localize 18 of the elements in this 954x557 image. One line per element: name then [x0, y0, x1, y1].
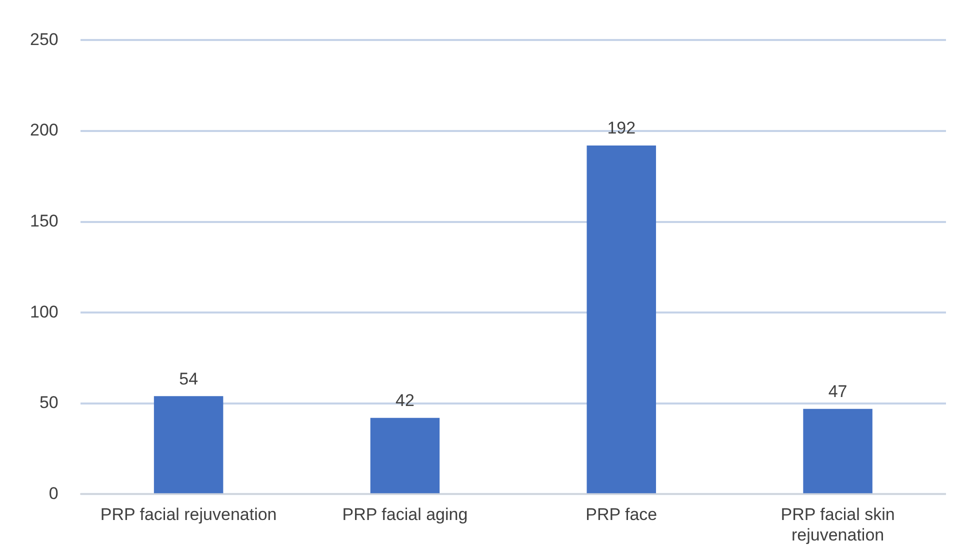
data-label: 47	[828, 382, 848, 402]
data-label: 54	[179, 369, 198, 388]
bar	[370, 418, 440, 494]
x-tick-label: PRP facial skin rejuvenation	[780, 505, 895, 544]
x-tick-label: PRP facial rejuvenation	[100, 505, 277, 524]
bar	[803, 408, 872, 494]
y-tick-label: 250	[30, 30, 58, 49]
x-tick-label: PRP face	[586, 505, 658, 524]
y-tick-label: 100	[30, 302, 58, 322]
bar	[154, 396, 224, 494]
data-label: 42	[396, 391, 414, 410]
bar	[586, 146, 656, 494]
y-tick-label: 200	[30, 120, 58, 140]
data-label: 192	[607, 118, 636, 138]
y-tick-label: 150	[30, 211, 58, 230]
y-tick-label: 50	[39, 393, 58, 412]
x-tick-label: PRP facial aging	[342, 505, 468, 524]
y-tick-label: 0	[48, 484, 58, 503]
